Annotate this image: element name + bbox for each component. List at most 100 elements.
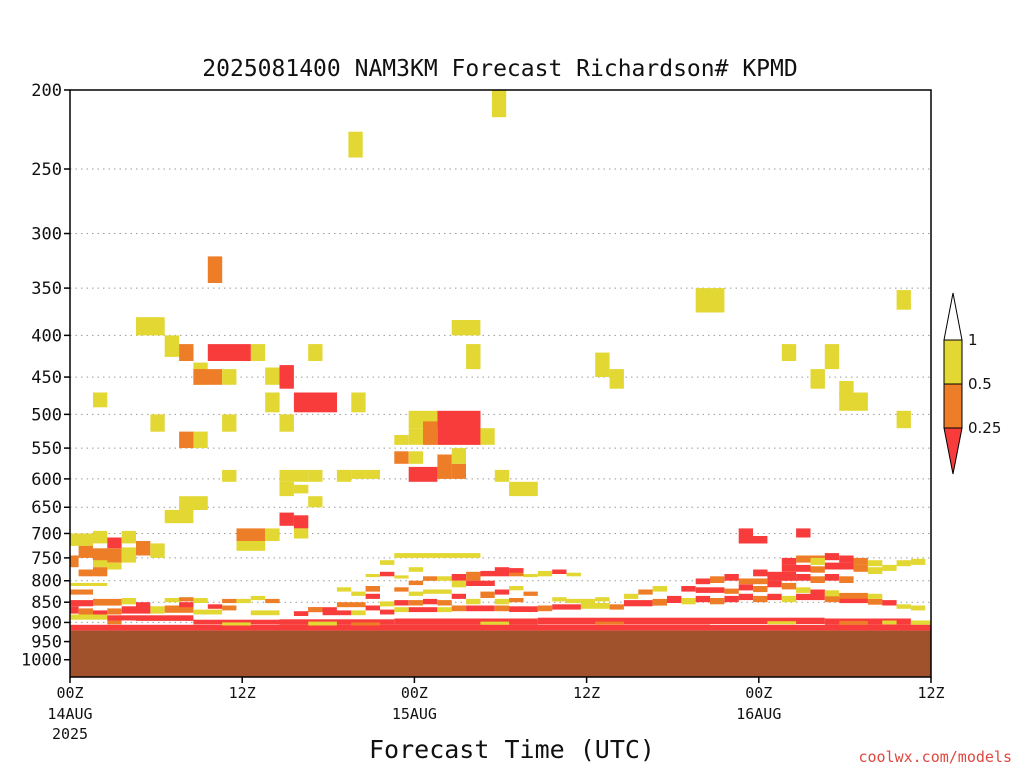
cell-orange bbox=[222, 598, 237, 604]
cell-yellow bbox=[810, 557, 825, 565]
cell-red bbox=[695, 578, 711, 585]
cell-yellow bbox=[839, 381, 854, 397]
cell-yellow bbox=[437, 576, 452, 581]
cell-yellow bbox=[308, 469, 323, 482]
cell-yellow bbox=[494, 469, 510, 482]
cell-red bbox=[509, 568, 524, 573]
cell-yellow bbox=[509, 586, 524, 591]
cell-red bbox=[753, 569, 768, 577]
y-tick-label-950: 950 bbox=[31, 633, 62, 653]
cell-yellow bbox=[408, 428, 424, 445]
cell-yellow bbox=[595, 597, 610, 602]
cell-orange bbox=[509, 571, 524, 577]
cell-yellow bbox=[882, 564, 897, 571]
cell-red bbox=[695, 595, 711, 603]
grid-lines bbox=[70, 168, 931, 661]
cell-yellow bbox=[781, 595, 797, 603]
cell-red bbox=[136, 602, 151, 608]
cell-yellow bbox=[623, 593, 639, 599]
cell-yellow bbox=[896, 604, 911, 609]
cell-orange bbox=[408, 600, 424, 606]
cell-yellow bbox=[279, 481, 294, 497]
heatmap-cells bbox=[70, 90, 931, 631]
y-tick-label-700: 700 bbox=[31, 524, 62, 544]
cell-yellow bbox=[179, 496, 208, 510]
cell-yellow bbox=[537, 570, 553, 577]
cell-red bbox=[738, 536, 768, 544]
cell-yellow bbox=[193, 598, 208, 603]
cell-yellow bbox=[451, 580, 466, 588]
y-tick-label-600: 600 bbox=[31, 470, 62, 490]
cell-orange bbox=[451, 463, 466, 479]
y-tick-label-550: 550 bbox=[31, 439, 62, 459]
y-axis: 200 250 300 350 400 450 500 550 600 650 700 750 8008… bbox=[21, 81, 70, 671]
cell-red bbox=[322, 610, 352, 616]
cell-red bbox=[394, 600, 409, 606]
colorbar-bin-yellow bbox=[943, 339, 963, 385]
cell-orange bbox=[207, 256, 223, 283]
cell-red bbox=[710, 617, 825, 624]
plot-frame bbox=[69, 89, 932, 678]
cell-orange bbox=[136, 541, 151, 556]
x-tick-date-2: 15AUG bbox=[392, 705, 437, 723]
cell-yellow bbox=[491, 90, 507, 118]
cell-red bbox=[494, 567, 510, 572]
cell-orange bbox=[70, 555, 79, 568]
cell-orange bbox=[839, 576, 854, 583]
cell-yellow bbox=[150, 543, 165, 558]
colorbar-legend: 1 0.5 0.25 bbox=[943, 292, 1001, 475]
cell-red bbox=[70, 606, 79, 614]
cell-yellow bbox=[910, 620, 931, 625]
cell-yellow bbox=[236, 541, 266, 551]
cell-orange bbox=[93, 598, 122, 606]
colorbar-bin-orange bbox=[943, 383, 963, 429]
cell-orange bbox=[523, 591, 538, 596]
y-tick-label-350: 350 bbox=[31, 279, 62, 299]
colorbar-top-triangle bbox=[943, 292, 963, 341]
cell-yellow bbox=[796, 587, 811, 593]
cell-red bbox=[207, 604, 223, 609]
cell-orange bbox=[107, 620, 122, 625]
cell-orange bbox=[70, 589, 93, 595]
cell-yellow bbox=[336, 469, 352, 482]
cell-red bbox=[293, 392, 337, 413]
cell-yellow bbox=[365, 469, 380, 479]
colorbar-bottom-triangle bbox=[943, 427, 963, 475]
cell-red bbox=[767, 593, 782, 601]
cell-orange bbox=[336, 602, 366, 608]
cell-orange bbox=[853, 564, 868, 572]
cell-yellow bbox=[93, 560, 108, 568]
cell-yellow bbox=[351, 591, 366, 596]
cell-red bbox=[207, 344, 251, 361]
y-tick-label-1000: 1000 bbox=[21, 651, 62, 671]
cell-orange bbox=[394, 587, 409, 592]
cell-red bbox=[839, 597, 868, 604]
cell-yellow bbox=[810, 369, 825, 389]
cell-red bbox=[293, 611, 309, 616]
chart-title: 2025081400 NAM3KM Forecast Richardson# K… bbox=[202, 56, 797, 82]
cell-red bbox=[423, 607, 438, 613]
cell-orange bbox=[537, 605, 553, 612]
cell-red bbox=[279, 365, 294, 389]
cell-red bbox=[824, 562, 854, 570]
cell-orange bbox=[781, 582, 797, 590]
cell-orange bbox=[710, 576, 725, 583]
colorbar-label-2: 0.25 bbox=[968, 419, 1001, 437]
cell-orange bbox=[107, 608, 122, 615]
cell-yellow bbox=[250, 595, 266, 601]
y-tick-label-450: 450 bbox=[31, 368, 62, 388]
cell-yellow bbox=[93, 530, 108, 544]
cell-yellow bbox=[867, 560, 883, 567]
cell-yellow bbox=[480, 621, 510, 625]
cell-red bbox=[767, 580, 782, 588]
cell-red bbox=[451, 593, 466, 599]
y-tick-label-850: 850 bbox=[31, 593, 62, 613]
cell-orange bbox=[179, 344, 194, 361]
cell-orange bbox=[222, 605, 237, 611]
cell-red bbox=[423, 598, 438, 605]
cell-yellow bbox=[121, 547, 136, 563]
cell-red bbox=[738, 528, 753, 536]
cell-orange bbox=[179, 597, 194, 602]
cell-red bbox=[408, 466, 438, 482]
